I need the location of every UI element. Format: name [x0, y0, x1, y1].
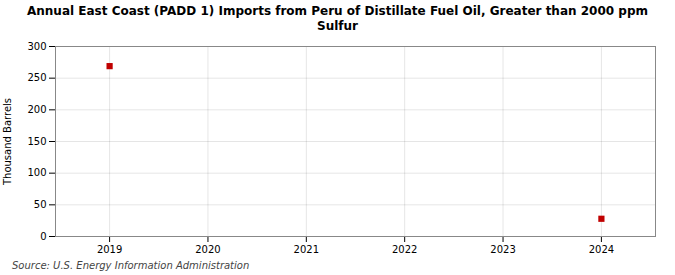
svg-text:Thousand Barrels: Thousand Barrels	[2, 98, 13, 186]
svg-text:50: 50	[34, 199, 47, 210]
svg-text:2020: 2020	[195, 244, 220, 255]
svg-text:2019: 2019	[97, 244, 122, 255]
svg-text:200: 200	[27, 104, 46, 115]
svg-text:2023: 2023	[490, 244, 515, 255]
svg-text:2024: 2024	[589, 244, 614, 255]
html-text:Source: U.S. Energy Informatio: Source: U.S. Energy Information Administ…	[12, 260, 250, 271]
svg-text:100: 100	[27, 167, 46, 178]
svg-text:2022: 2022	[392, 244, 417, 255]
html-text:Annual East Coast (PADD 1) Imp: Annual East Coast (PADD 1) Imports from …	[27, 4, 648, 33]
svg-text:2021: 2021	[294, 244, 319, 255]
svg-text:0: 0	[40, 231, 46, 242]
svg-text:300: 300	[27, 41, 46, 52]
svg-text:250: 250	[27, 72, 46, 83]
svg-text:150: 150	[27, 136, 46, 147]
